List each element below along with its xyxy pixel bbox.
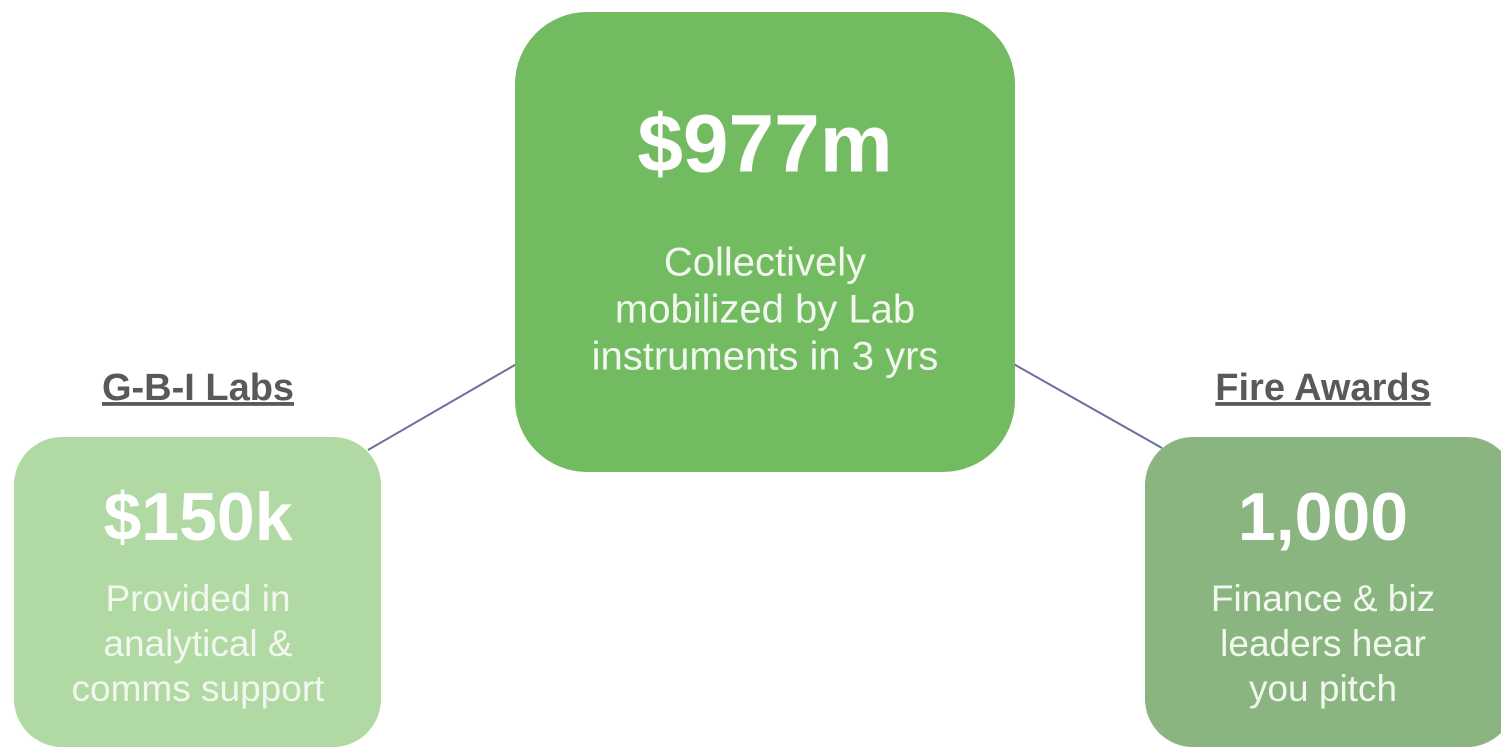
node-description: leaders hear bbox=[1220, 623, 1426, 664]
node-value: $150k bbox=[103, 479, 292, 555]
node-description: analytical & bbox=[103, 623, 293, 664]
node-value: 1,000 bbox=[1238, 479, 1408, 555]
node-description: comms support bbox=[72, 668, 326, 709]
connector bbox=[367, 361, 521, 451]
node-value: $977m bbox=[637, 99, 892, 190]
node-label: G-B-I Labs bbox=[102, 367, 294, 409]
right-box bbox=[1145, 437, 1501, 747]
node-description: Finance & biz bbox=[1211, 578, 1435, 619]
node-description: Provided in bbox=[105, 578, 290, 619]
left-box bbox=[14, 437, 381, 747]
node-description: mobilized by Lab bbox=[615, 288, 915, 332]
node-description: you pitch bbox=[1249, 668, 1397, 709]
connector bbox=[1009, 361, 1163, 449]
node-label: Fire Awards bbox=[1215, 367, 1430, 409]
node-description: instruments in 3 yrs bbox=[592, 335, 939, 379]
center-box bbox=[515, 12, 1015, 472]
node-description: Collectively bbox=[664, 241, 866, 285]
